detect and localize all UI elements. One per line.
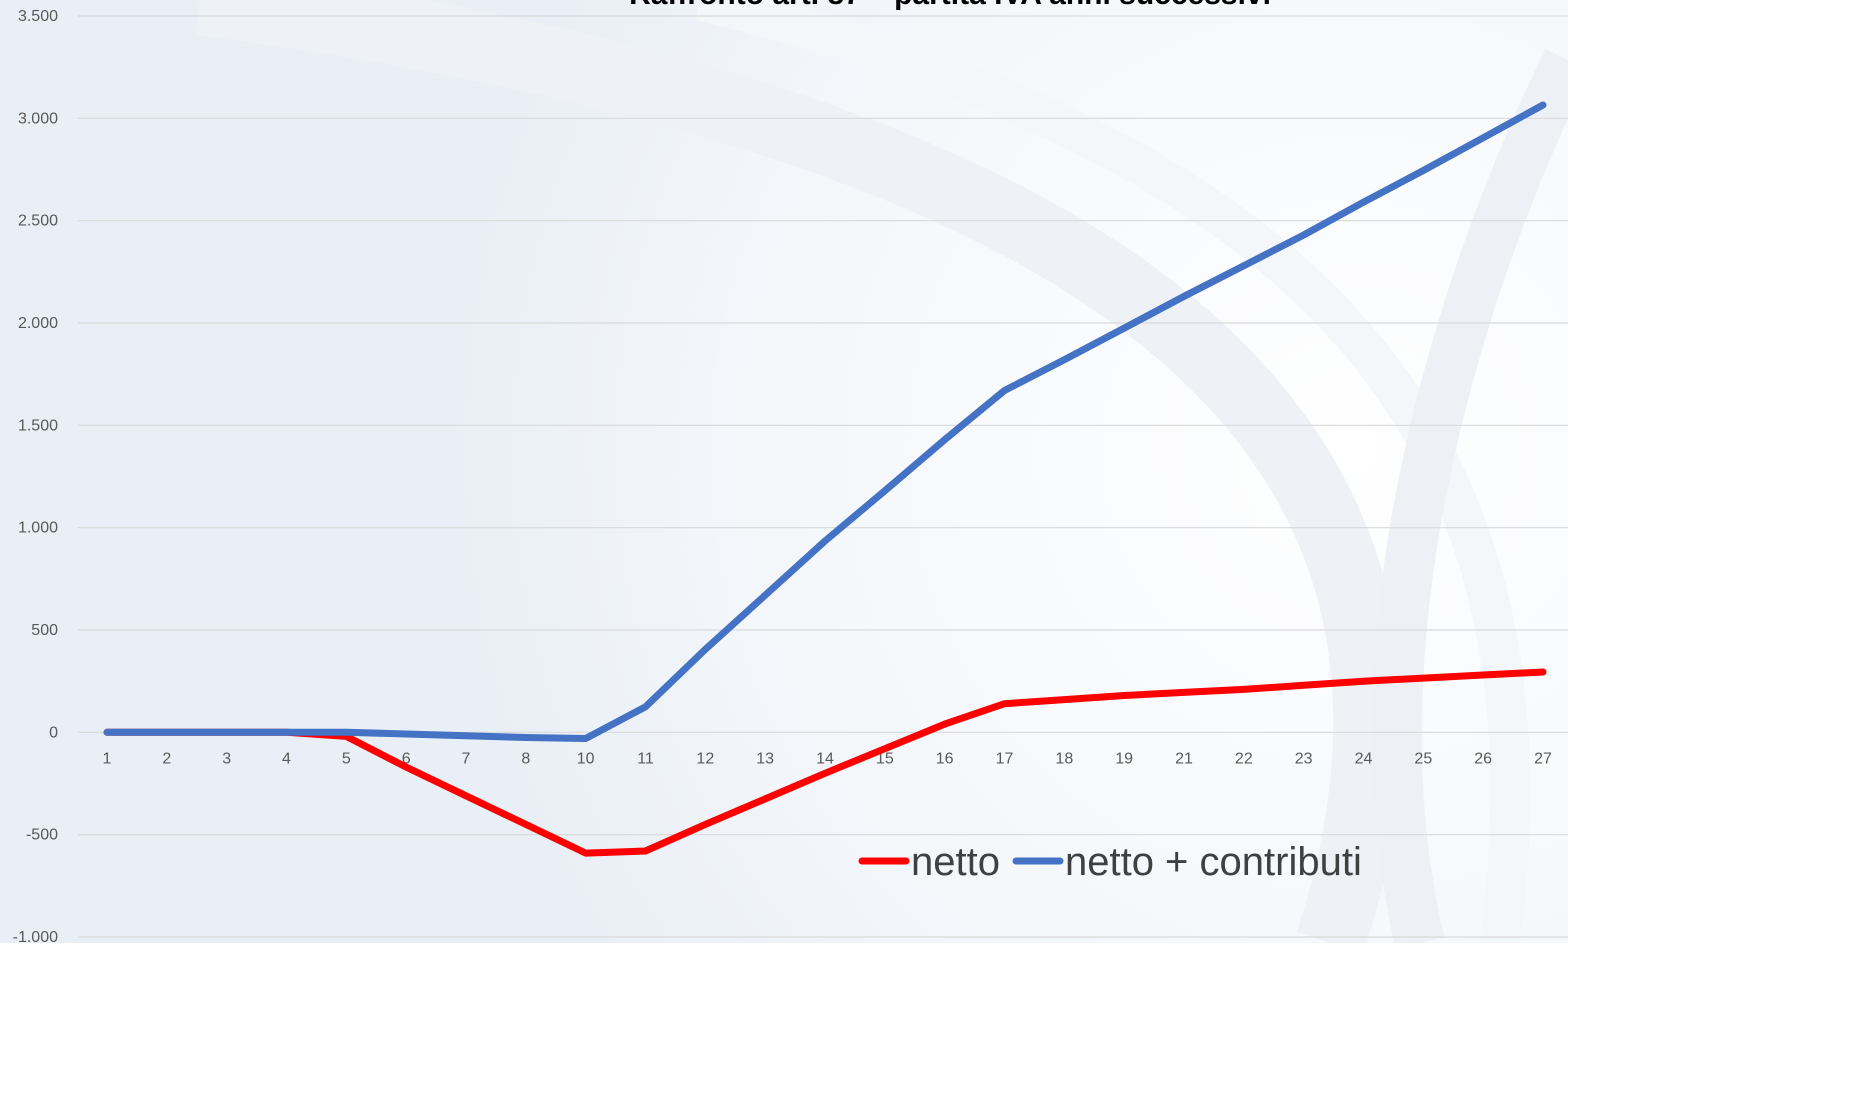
y-tick-label: 3.500 (18, 8, 58, 25)
x-tick-label: 16 (936, 750, 954, 767)
y-tick-label: 1.500 (18, 417, 58, 434)
x-tick-label: 12 (696, 750, 714, 767)
x-tick-label: 3 (222, 750, 231, 767)
x-tick-label: 5 (342, 750, 351, 767)
series-lines (103, 101, 1547, 857)
legend-label: netto (911, 840, 1000, 884)
line-chart: -1.000 -500 0 500 1.000 1.500 2.000 2.500 3.000 3… (0, 0, 1568, 943)
series-line-netto-contributi (103, 101, 1547, 742)
x-tick-label: 7 (462, 750, 471, 767)
x-tick-label: 15 (876, 750, 894, 767)
background-decoration (0, 0, 1568, 943)
x-tick-label: 2 (162, 750, 171, 767)
x-tick-label: 25 (1414, 750, 1432, 767)
x-tick-label: 18 (1055, 750, 1073, 767)
y-tick-label: 2.500 (18, 213, 58, 230)
x-tick-label: 14 (816, 750, 834, 767)
x-tick-label: 13 (756, 750, 774, 767)
x-tick-label: 22 (1235, 750, 1253, 767)
x-tick-label: 23 (1295, 750, 1313, 767)
chart-title: Raffronto art. 87 – partita IVA anni suc… (629, 0, 1271, 11)
y-tick-label: 500 (31, 622, 58, 639)
legend-label: netto + contributi (1065, 840, 1362, 884)
x-tick-label: 4 (282, 750, 291, 767)
x-axis-tick-labels: 1 2 3 4 5 6 7 8 10 11 12 13 14 15 16 17 18 19 21 22 23 24 25 26… (103, 750, 1552, 767)
x-tick-label: 27 (1534, 750, 1552, 767)
y-tick-label: 2.000 (18, 315, 58, 332)
y-tick-label: 0 (49, 724, 58, 741)
x-tick-label: 10 (577, 750, 595, 767)
x-tick-label: 1 (103, 750, 112, 767)
x-tick-label: 8 (521, 750, 530, 767)
legend: netto netto + contributi (858, 840, 1362, 884)
series-line-netto (103, 668, 1547, 857)
y-tick-label: -1.000 (13, 929, 58, 943)
y-tick-label: 1.000 (18, 520, 58, 537)
x-tick-label: 6 (402, 750, 411, 767)
x-tick-label: 26 (1474, 750, 1492, 767)
x-tick-label: 21 (1175, 750, 1193, 767)
x-tick-label: 17 (996, 750, 1014, 767)
x-tick-label: 19 (1115, 750, 1133, 767)
y-tick-label: -500 (26, 827, 58, 844)
x-tick-label: 11 (637, 750, 654, 767)
x-tick-label: 24 (1355, 750, 1373, 767)
y-axis-tick-labels: -1.000 -500 0 500 1.000 1.500 2.000 2.500 3.000 3… (13, 8, 58, 943)
y-tick-label: 3.000 (18, 110, 58, 127)
